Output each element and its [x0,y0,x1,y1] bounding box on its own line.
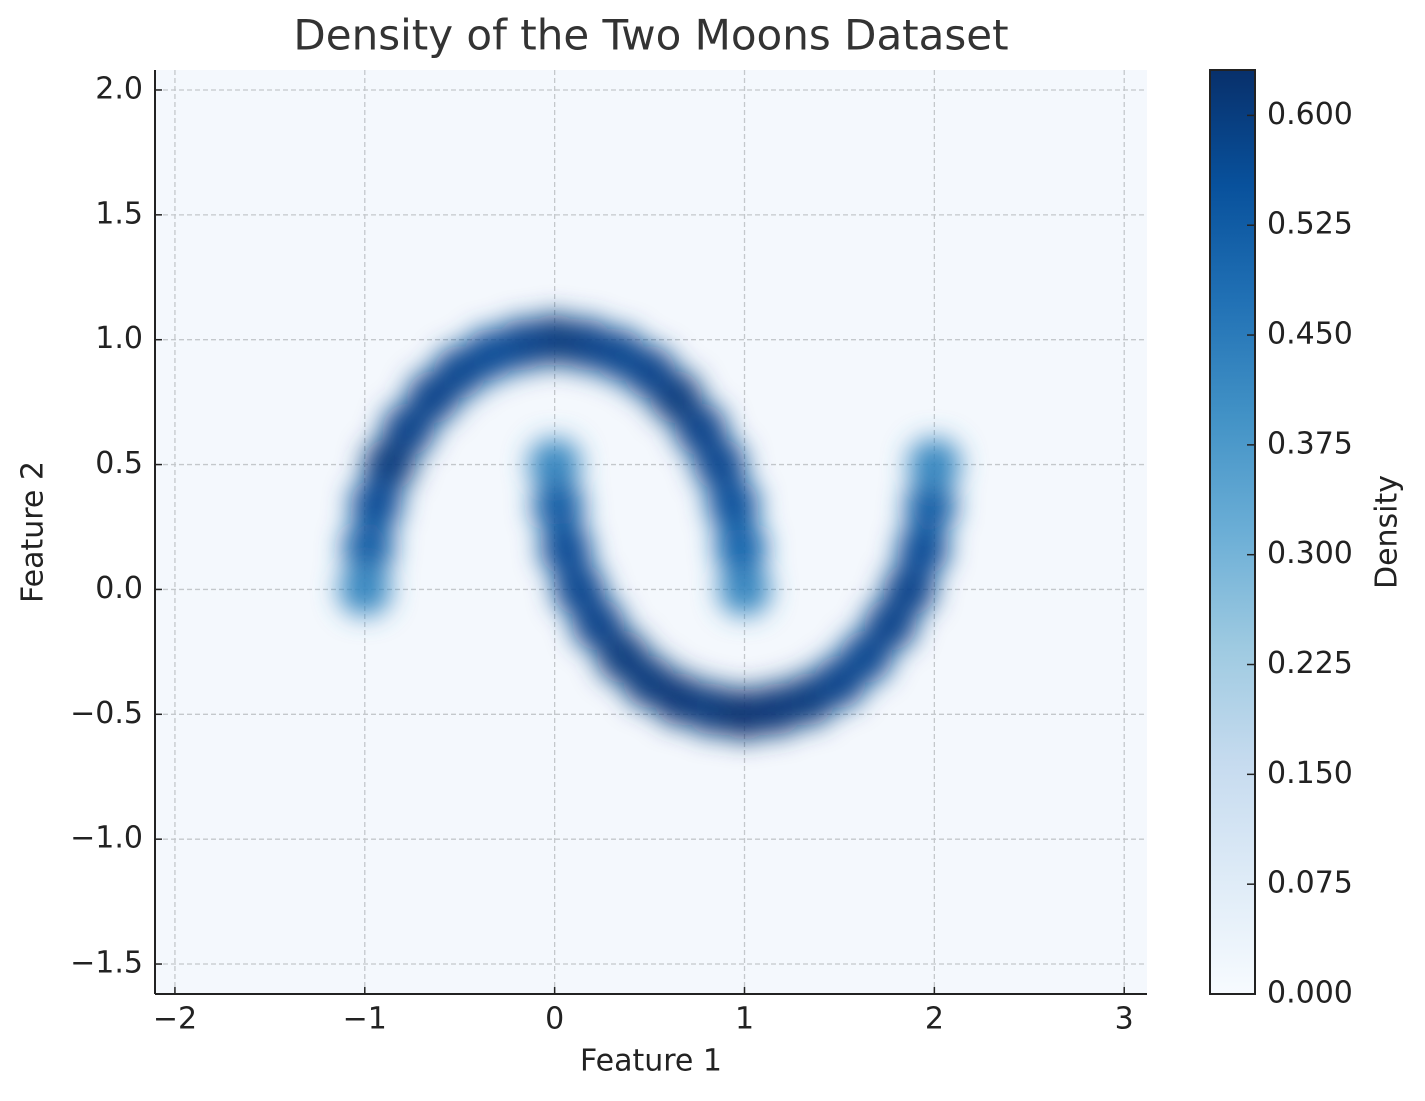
y-tick-label: 0.5 [95,446,143,481]
colorbar-tick-label: 0.525 [1267,207,1353,242]
density-point [904,481,957,534]
y-tick-label: 0.0 [95,571,143,606]
density-field [338,313,961,741]
plot-background [155,70,1147,994]
x-tick-label: −2 [153,1002,197,1037]
density-point [718,563,771,616]
colorbar-tick-label: 0.375 [1267,426,1353,461]
density-point [532,481,585,534]
y-tick-label: 2.0 [95,71,143,106]
colorbar-tick-label: 0.300 [1267,536,1353,571]
density-kernels [338,313,961,741]
density-point [350,478,403,531]
colorbar-tick-label: 0.225 [1267,646,1353,681]
colorbar [1209,69,1256,995]
colorbar-tick-label: 0.450 [1267,317,1353,352]
y-tick-label: −1.5 [70,946,143,981]
y-tick-label: 1.5 [95,196,143,231]
colorbar-tick-label: 0.150 [1267,756,1353,791]
y-axis-label: Feature 2 [16,461,51,603]
colorbar-tick-label: 0.600 [1267,97,1353,132]
colorbar-tick-label: 0.000 [1267,976,1353,1011]
colorbar-label: Density [1370,475,1405,589]
x-tick-label: −1 [343,1002,387,1037]
y-tick-label: 1.0 [95,321,143,356]
density-point [540,523,593,576]
x-tick-label: 0 [545,1002,564,1037]
x-tick-label: 2 [925,1002,944,1037]
density-point [883,563,936,616]
chart-title: Density of the Two Moons Dataset [293,11,1008,60]
colorbar-tick-label: 0.075 [1267,866,1353,901]
x-axis-label: Feature 1 [580,1044,722,1079]
density-point [707,478,760,531]
x-tick-label: 3 [1115,1002,1134,1037]
x-tick-label: 1 [735,1002,754,1037]
density-point [342,520,395,573]
density-point [908,438,961,491]
y-tick-label: −1.0 [70,821,143,856]
y-tick-label: −0.5 [70,696,143,731]
density-point [363,438,416,491]
density-point [528,438,581,491]
density-point [896,523,949,576]
density-point [714,520,767,573]
density-point [338,563,391,616]
